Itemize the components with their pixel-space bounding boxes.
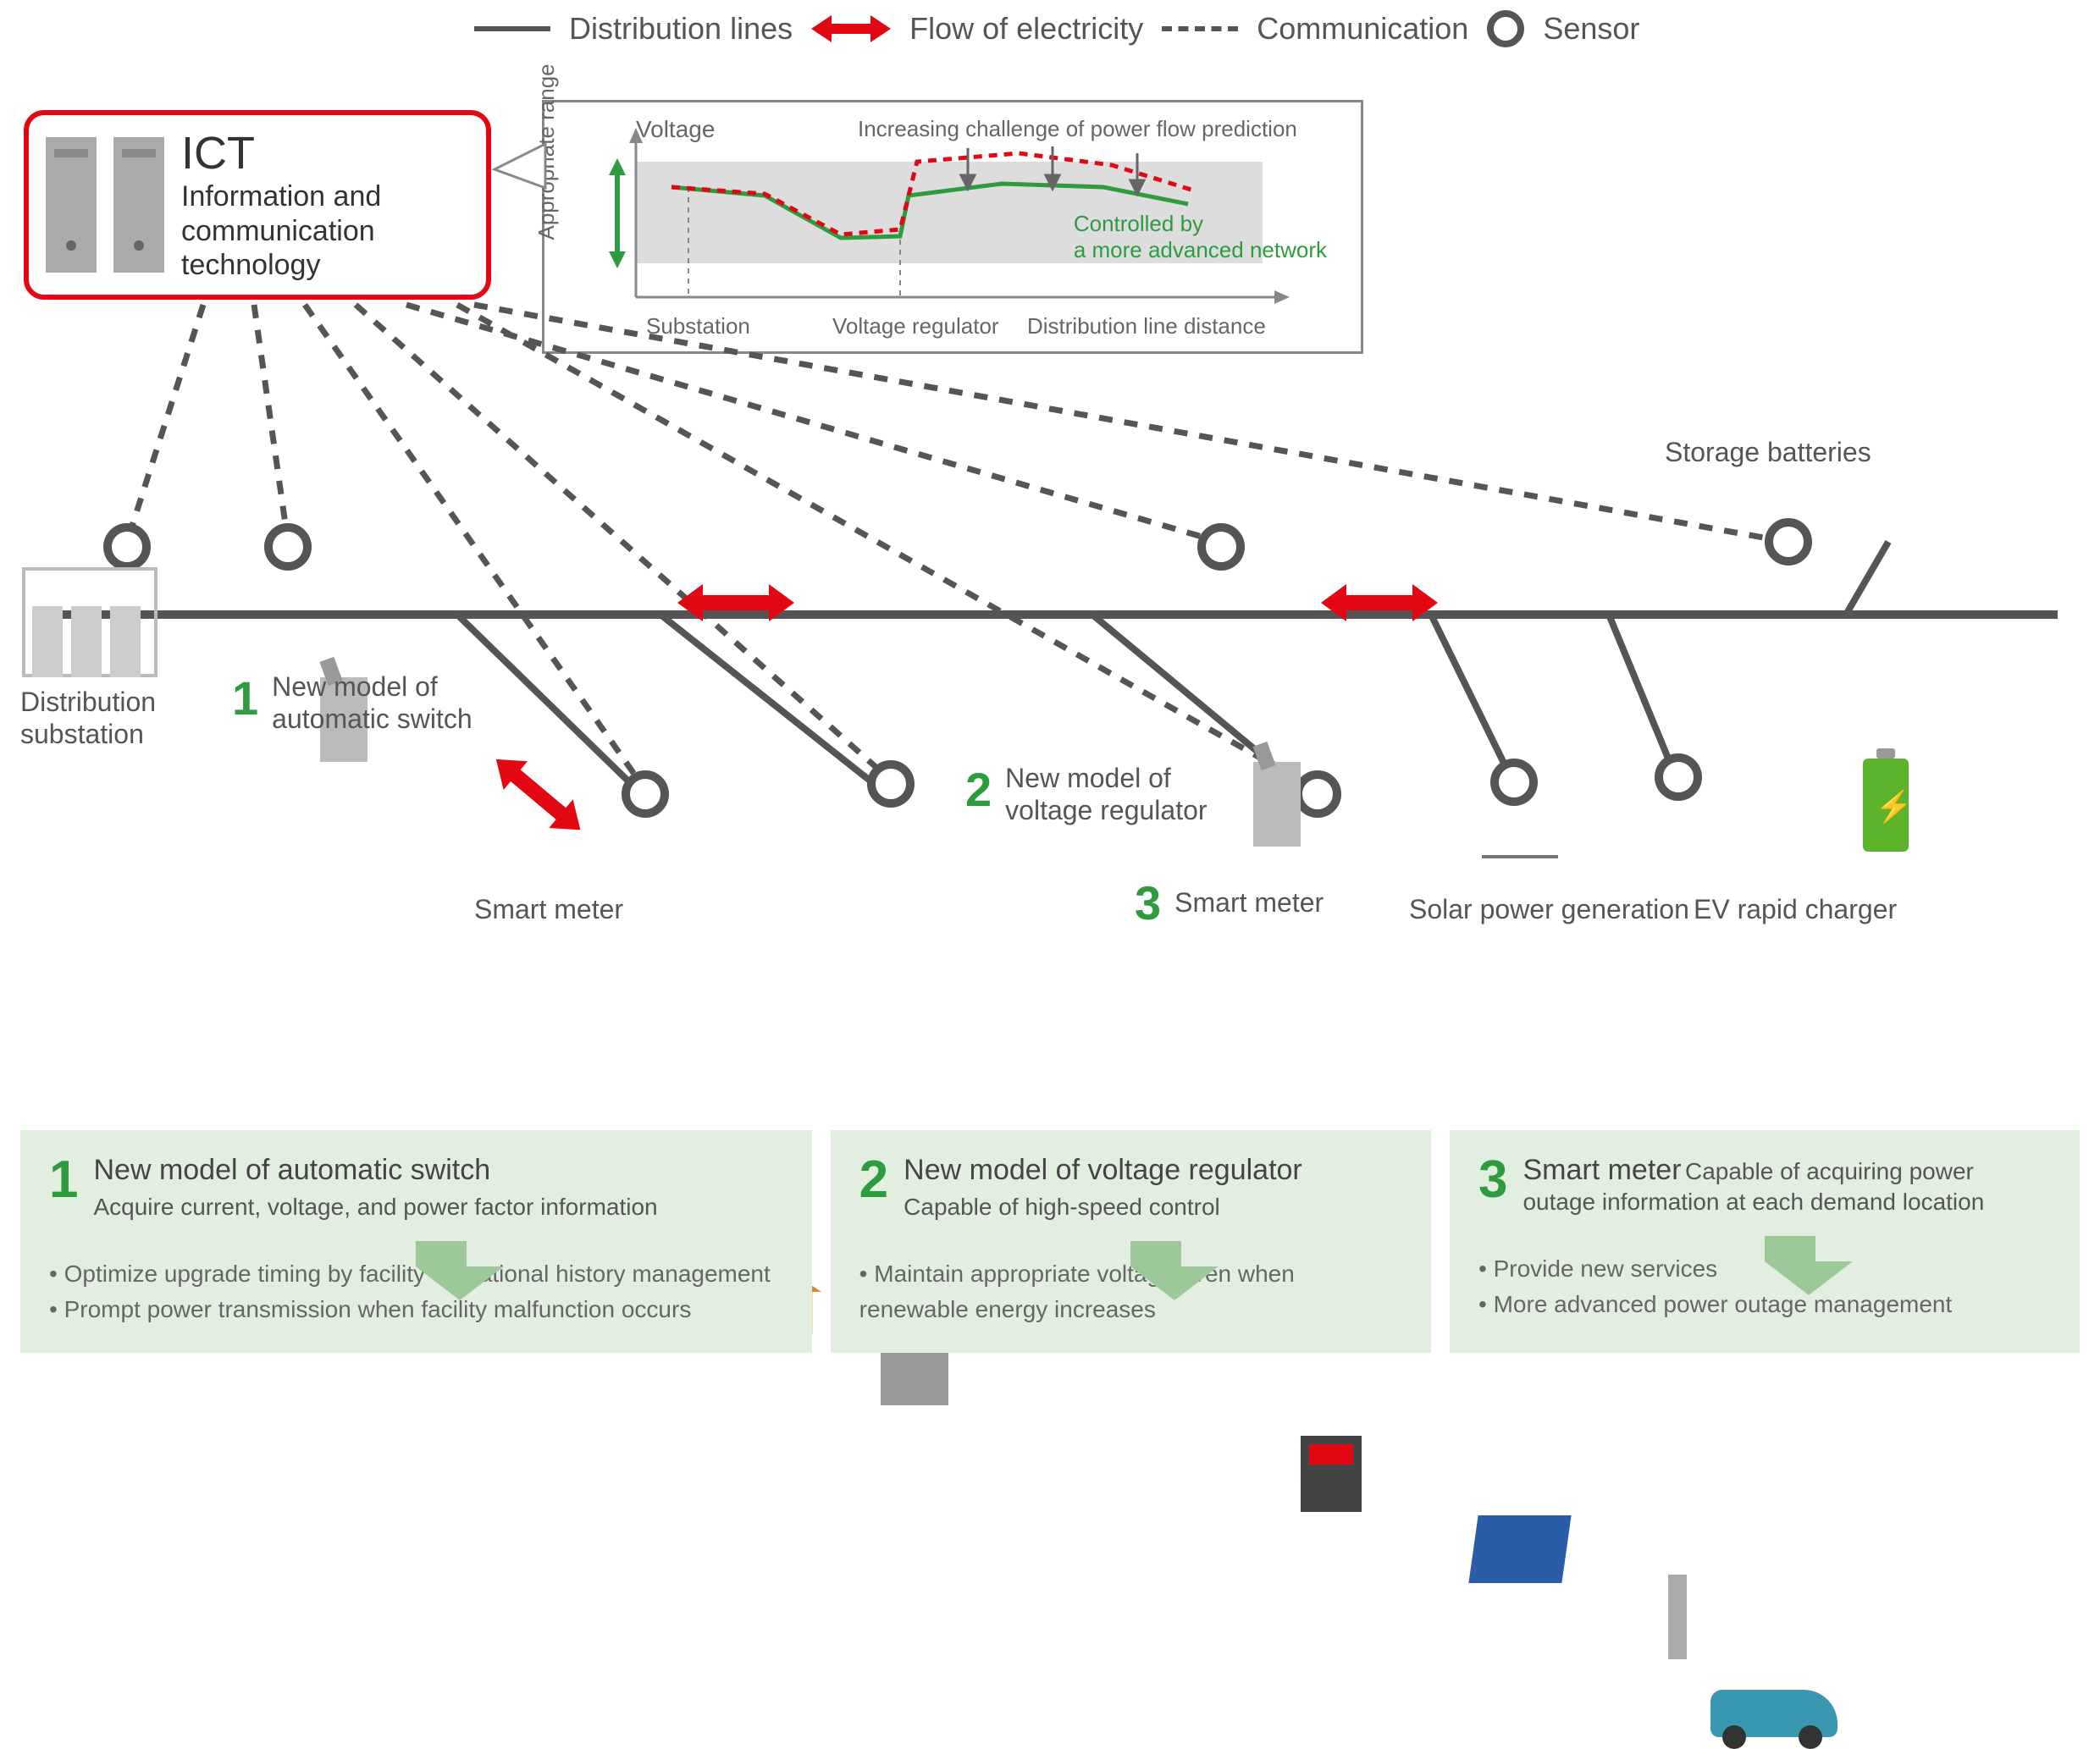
panel-3: 3 Smart meter Capable of acquiring power… (1450, 1130, 2080, 1353)
panel-1-num: 1 (49, 1154, 78, 1206)
sensor-icon (1294, 770, 1341, 818)
switch-device-icon (1253, 762, 1301, 847)
sensor-icon (1655, 753, 1702, 801)
sensor-icon (264, 523, 312, 571)
sm-label: Smart meter (1174, 887, 1324, 919)
solar-label: Solar power generation (1409, 894, 1689, 925)
sensor-icon (1490, 759, 1538, 806)
storage-label: Storage batteries (1665, 437, 1871, 468)
vr-number: 2 (965, 762, 992, 817)
sm-number: 3 (1135, 875, 1161, 930)
car-icon (1710, 1690, 1838, 1737)
sensor-icon (1765, 518, 1812, 566)
sensor-icon (1197, 523, 1245, 571)
battery-icon (1863, 759, 1909, 852)
ev-label: EV rapid charger (1694, 894, 1897, 925)
panel-2-title: New model of voltage regulator (904, 1154, 1302, 1187)
panel-3-num: 3 (1478, 1154, 1507, 1206)
substation-icon (22, 567, 158, 677)
switch-label: New model of automatic switch (272, 670, 475, 736)
switch-number: 1 (232, 670, 258, 726)
panel-1-sub: Acquire current, voltage, and power fact… (93, 1192, 657, 1222)
panel-2-sub: Capable of high-speed control (904, 1192, 1302, 1222)
vr-label: New model of voltage regulator (1005, 762, 1208, 827)
panel-2-num: 2 (859, 1154, 888, 1206)
solar-stand-icon (1482, 855, 1558, 880)
sensor-icon (867, 760, 915, 808)
panel-3-title: Smart meter (1522, 1154, 1681, 1186)
solar-panel-icon (1468, 1515, 1571, 1583)
panel-2: 2 New model of voltage regulator Capable… (831, 1130, 1431, 1353)
smart-meter-1-label: Smart meter (474, 894, 623, 925)
sensor-icon (103, 523, 151, 571)
panel-1: 1 New model of automatic switch Acquire … (20, 1130, 812, 1353)
network-diagram (0, 0, 2100, 1016)
smart-meter-icon (1301, 1436, 1362, 1512)
panel-1-title: New model of automatic switch (93, 1154, 657, 1187)
sm-label-group: 3 Smart meter (1135, 875, 1324, 930)
info-panels: 1 New model of automatic switch Acquire … (20, 1130, 2080, 1353)
sensor-icon (622, 770, 669, 818)
vr-label-group: 2 New model of voltage regulator (965, 762, 1208, 827)
switch-label-group: 1 New model of automatic switch (232, 670, 475, 736)
substation-label: Distribution substation (20, 686, 181, 751)
ev-charger-icon (1668, 1575, 1687, 1659)
